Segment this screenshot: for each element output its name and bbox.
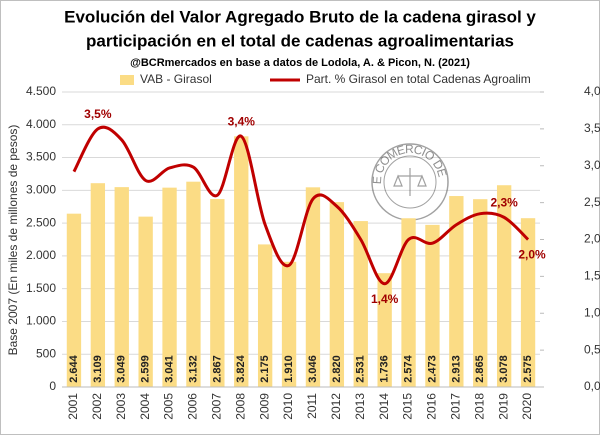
bar [401,218,416,387]
bar-value-label: 3.041 [163,355,175,383]
bar-value-label: 2.473 [426,355,438,383]
bar [473,199,488,387]
x-tick-label: 2013 [353,393,367,420]
line-value-label: 1,4% [371,292,399,306]
x-tick-label: 2006 [186,393,200,420]
bar [138,216,153,387]
bar [449,196,464,387]
bar-value-label: 2.644 [68,354,80,382]
bar-value-label: 2.865 [474,355,486,383]
x-tick-label: 2019 [496,393,510,420]
bar-value-label: 2.175 [259,355,271,383]
bar-value-label: 1.736 [379,355,391,383]
bar [281,261,297,387]
bar [162,187,177,387]
bar-value-label: 3.132 [187,355,199,383]
bar-value-label: 3.046 [307,355,319,383]
bar [425,224,440,387]
y-tick-label: 3.500 [26,150,56,164]
y2-tick-label: 2,5% [584,195,600,209]
x-tick-label: 2003 [114,393,128,420]
y2-tick-label: 1,5% [584,269,600,283]
y-tick-label: 4.500 [26,84,56,98]
bar-value-label: 3.109 [92,355,104,383]
line-value-label: 2,3% [490,196,518,210]
bar [90,183,106,387]
chart-title: participación en el total de cadenas agr… [86,31,514,50]
y-tick-label: 2.500 [26,215,56,229]
x-tick-label: 2008 [233,393,247,420]
x-tick-label: 2007 [210,393,224,420]
bar-value-label: 2.575 [522,355,534,383]
legend-label: VAB - Girasol [140,72,212,86]
y2-tick-label: 3,5% [584,121,600,135]
x-tick-label: 2001 [66,393,80,420]
bar [66,213,82,387]
y-tick-label: 1.000 [26,314,56,328]
y2-tick-label: 1,0% [584,305,600,319]
line-value-label: 3,5% [84,107,112,121]
x-tick-label: 2005 [162,393,176,420]
x-tick-label: 2014 [377,393,391,420]
x-tick-label: 2016 [425,393,439,420]
y2-tick-label: 3,0% [584,158,600,172]
x-tick-label: 2011 [305,393,319,419]
y-tick-label: 2.000 [26,248,56,262]
y2-tick-label: 0,5% [584,342,600,356]
x-tick-label: 2009 [257,393,271,420]
bar-value-label: 3.078 [498,355,510,383]
bar [377,273,392,387]
line-value-label: 2,0% [518,248,546,262]
line [72,125,530,286]
x-tick-label: 2017 [449,393,463,420]
bar [329,202,345,387]
y2-tick-label: 2,0% [584,232,600,246]
bar [114,187,129,387]
y-axis-label: Base 2007 (En miles de millones de pesos… [6,125,20,356]
y2-tick-label: 0,0% [584,379,600,393]
x-tick-label: 2018 [472,393,486,420]
bar [257,244,273,387]
bar-value-label: 2.574 [402,354,414,382]
bar [234,136,249,387]
bar-value-label: 3.049 [116,355,128,383]
y-tick-label: 500 [36,346,56,360]
x-tick-label: 2010 [281,393,295,420]
bar [520,218,536,387]
logo-icon [393,168,427,196]
logo-ring [383,155,437,209]
x-tick-label: 2020 [520,393,534,420]
y-tick-label: 1.500 [26,281,56,295]
bar [353,221,368,387]
y2-tick-label: 4,0% [584,84,600,98]
bar-value-label: 2.820 [331,355,343,383]
y-tick-label: 3.000 [26,183,56,197]
subtitle: @BCRmercados en base a datos de Lodola, … [130,57,470,69]
x-tick-label: 2012 [329,393,343,420]
bar [210,199,225,387]
x-tick-label: 2015 [401,393,415,420]
chart-title: Evolución del Valor Agregado Bruto de la… [64,7,536,26]
bar-value-label: 1.910 [283,355,295,383]
y-tick-label: 4.000 [26,117,56,131]
bar-value-label: 2.913 [450,355,462,383]
bar-value-label: 2.531 [355,355,367,383]
legend-swatch [120,75,134,85]
bar-value-label: 3.824 [235,354,247,382]
legend-label: Part. % Girasol en total Cadenas Agroali… [306,72,531,86]
x-tick-label: 2002 [90,393,104,420]
x-tick-label: 2004 [138,393,152,420]
line-value-label: 3,4% [228,114,256,128]
y-tick-label: 0 [49,379,56,393]
bar [186,181,201,387]
bar-value-label: 2.599 [140,355,152,383]
bar [496,185,512,387]
bar-value-label: 2.867 [211,355,223,383]
bar [305,187,321,387]
